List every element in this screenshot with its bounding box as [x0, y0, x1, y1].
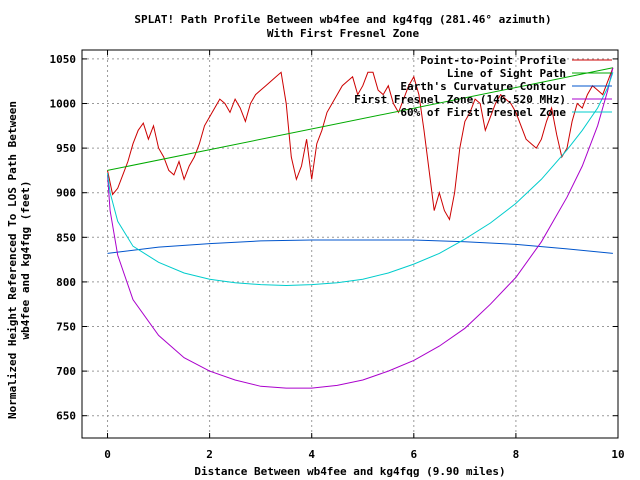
y-tick-label: 1000 — [50, 98, 77, 111]
x-tick-label: 2 — [206, 448, 213, 461]
y-axis-label: Normalized Height Referenced To LOS Path… — [6, 101, 32, 419]
legend-label: Point-to-Point Profile — [420, 54, 566, 67]
legend-label: First Fresnel Zone (146.520 MHz) — [354, 93, 566, 106]
y-tick-label: 1050 — [50, 53, 77, 66]
y-tick-label: 650 — [56, 410, 76, 423]
y-tick-label: 700 — [56, 365, 76, 378]
chart-title-line2: With First Fresnel Zone — [267, 27, 420, 40]
series-line-60-of-first-fresnel-zone — [107, 72, 614, 287]
y-tick-label: 750 — [56, 321, 76, 334]
axis-ticks: 0 2 4 6 8 10 650 700 750 800 850 900 950 1000 1050 — [50, 50, 625, 461]
grid-lines — [82, 50, 619, 438]
chart-title: SPLAT! Path Profile Between wb4fee and k… — [134, 13, 551, 40]
plot-series — [107, 67, 614, 389]
legend-label: Line of Sight Path — [447, 67, 566, 80]
chart-title-line1: SPLAT! Path Profile Between wb4fee and k… — [134, 13, 551, 26]
series-line-earth-s-curvature-contour — [107, 239, 613, 254]
y-tick-label: 900 — [56, 187, 76, 200]
y-tick-label: 800 — [56, 276, 76, 289]
y-tick-label: 950 — [56, 142, 76, 155]
y-axis-label-line2: wb4fee and kg4fqg (feet) — [19, 181, 32, 340]
series-line-first-fresnel-zone-146-520-mhz — [107, 67, 614, 389]
x-tick-label: 4 — [308, 448, 315, 461]
plot-frame — [81, 49, 619, 439]
y-tick-label: 850 — [56, 231, 76, 244]
series-line-point-to-point-profile — [107, 67, 614, 221]
x-tick-label: 0 — [104, 448, 111, 461]
x-tick-label: 8 — [513, 448, 520, 461]
series-line-line-of-sight-path — [107, 67, 613, 171]
legend-label: 60% of First Fresnel Zone — [400, 106, 566, 119]
x-axis-label: Distance Between wb4fee and kg4fqg (9.90… — [194, 465, 505, 478]
legend-label: Earth's Curvature Contour — [400, 80, 566, 93]
y-axis-label-line1: Normalized Height Referenced To LOS Path… — [6, 101, 19, 419]
x-tick-label: 6 — [410, 448, 417, 461]
x-tick-label: 10 — [611, 448, 624, 461]
